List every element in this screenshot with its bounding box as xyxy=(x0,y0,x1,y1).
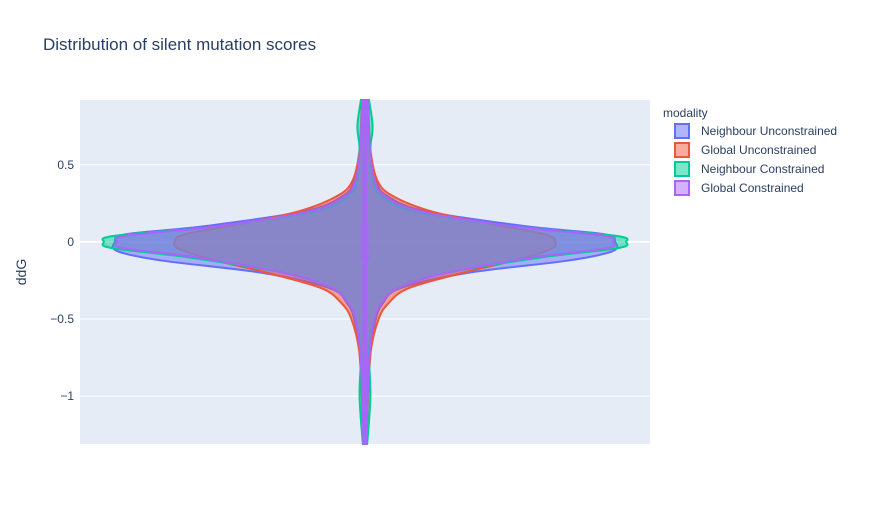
y-axis-title: ddG xyxy=(13,259,29,285)
y-tick-label: −0.5 xyxy=(50,312,74,326)
legend-swatch xyxy=(675,143,689,157)
legend-label: Global Unconstrained xyxy=(701,143,816,157)
legend-swatch xyxy=(675,181,689,195)
legend: modality Neighbour Unconstrained Global U… xyxy=(663,106,837,195)
legend-label: Global Constrained xyxy=(701,181,804,195)
legend-title: modality xyxy=(663,106,708,120)
box-iqr xyxy=(360,223,370,260)
y-tick-label: 0 xyxy=(67,235,74,249)
legend-item-neighbour-constrained[interactable]: Neighbour Constrained xyxy=(675,162,824,176)
legend-swatch xyxy=(675,124,689,138)
legend-items: Neighbour Unconstrained Global Unconstrai… xyxy=(675,124,837,195)
legend-item-global-unconstrained[interactable]: Global Unconstrained xyxy=(675,143,816,157)
legend-item-global-constrained[interactable]: Global Constrained xyxy=(675,181,804,195)
y-tick-labels: 0.5 0 −0.5 −1 xyxy=(50,158,74,403)
y-tick-label: 0.5 xyxy=(57,158,74,172)
legend-label: Neighbour Unconstrained xyxy=(701,124,837,138)
legend-item-neighbour-unconstrained[interactable]: Neighbour Unconstrained xyxy=(675,124,837,138)
legend-swatch xyxy=(675,162,689,176)
chart-title: Distribution of silent mutation scores xyxy=(43,35,316,54)
legend-label: Neighbour Constrained xyxy=(701,162,824,176)
y-tick-label: −1 xyxy=(60,389,74,403)
